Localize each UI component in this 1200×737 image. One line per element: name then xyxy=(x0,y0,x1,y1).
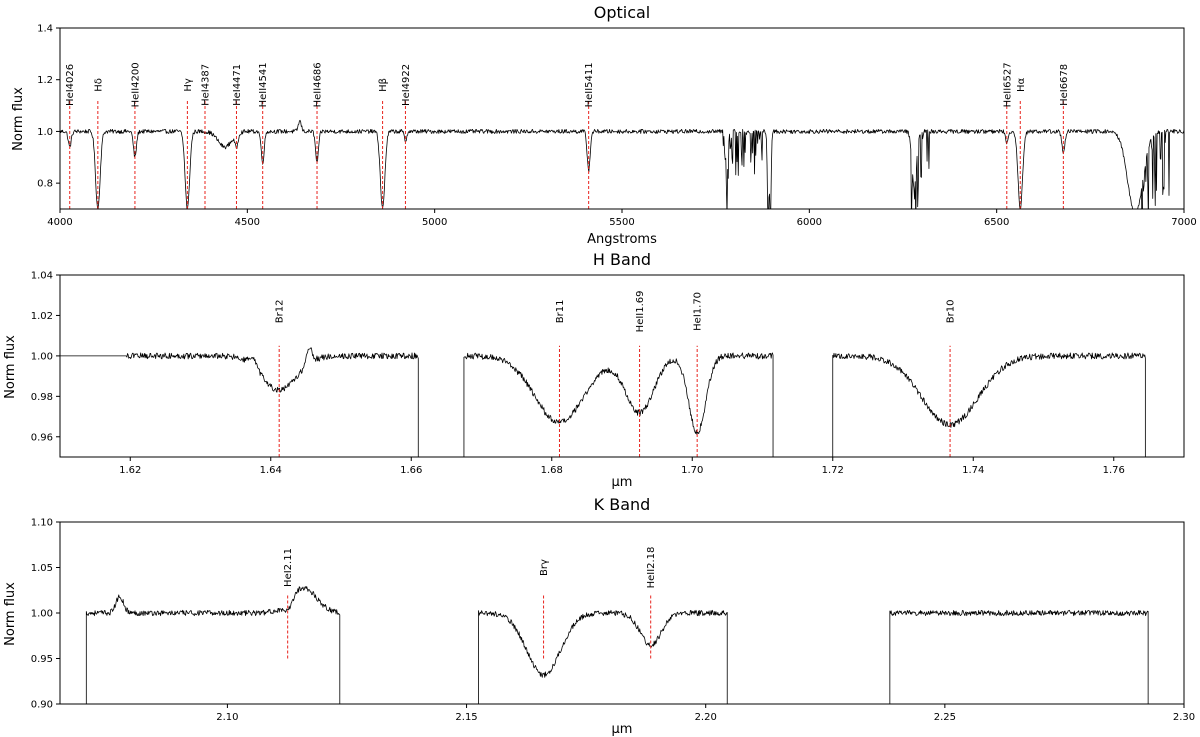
k-band-spectrum-segment-1 xyxy=(85,586,341,704)
h-band-x-tick-label-4: 1.68 xyxy=(541,465,563,476)
h-band-x-tick-label-1: 1.62 xyxy=(119,465,141,476)
optical-reference-label-10: HeI4922 xyxy=(401,64,412,106)
optical-reference-label-4: Hγ xyxy=(183,78,194,92)
k-band-spectrum-segment-3 xyxy=(889,609,1149,704)
k-band-y-tick-label-1: 0.90 xyxy=(31,700,53,711)
optical-reference-label-2: Hδ xyxy=(93,78,104,92)
h-band-panel: H Band Norm flux μm Br12 Br11 HeII1.69 HeI1… xyxy=(3,250,1185,490)
h-band-y-tick-label-2: 0.98 xyxy=(31,392,53,403)
optical-reference-label-6: HeI4471 xyxy=(232,64,243,106)
k-band-y-tick-label-4: 1.05 xyxy=(31,563,53,574)
h-band-x-tick-label-3: 1.66 xyxy=(400,465,422,476)
h-band-reference-label-2: Br11 xyxy=(555,300,566,324)
optical-x-tick-label-1: 4000 xyxy=(47,217,72,228)
optical-reference-label-3: HeII4200 xyxy=(130,62,141,107)
optical-reference-label-14: HeI6678 xyxy=(1059,64,1070,106)
optical-y-axis-label: Norm flux xyxy=(11,87,26,151)
optical-reference-label-8: HeII4686 xyxy=(313,62,324,107)
optical-spectrum-segment-1 xyxy=(60,119,1184,209)
h-band-x-tick-label-7: 1.74 xyxy=(962,465,984,476)
h-band-y-tick-label-5: 1.04 xyxy=(31,271,53,282)
h-band-reference-label-1: Br12 xyxy=(275,300,286,324)
optical-reference-label-7: HeII4541 xyxy=(258,62,269,107)
k-band-y-tick-label-3: 1.00 xyxy=(31,609,53,620)
optical-reference-label-12: HeII6527 xyxy=(1002,62,1013,107)
optical-reference-label-9: Hβ xyxy=(378,78,389,92)
k-band-x-tick-label-4: 2.25 xyxy=(934,712,956,723)
k-band-panel-title: K Band xyxy=(594,495,651,514)
k-band-x-tick-label-1: 2.10 xyxy=(216,712,238,723)
h-band-spectrum-segment-1 xyxy=(60,347,419,457)
k-band-y-tick-label-5: 1.10 xyxy=(31,518,53,529)
k-band-x-tick-label-5: 2.30 xyxy=(1173,712,1195,723)
h-band-y-tick-label-3: 1.00 xyxy=(31,351,53,362)
h-band-y-tick-label-4: 1.02 xyxy=(31,311,53,322)
h-band-reference-label-4: HeI1.70 xyxy=(693,292,704,331)
optical-x-tick-label-6: 6500 xyxy=(984,217,1009,228)
optical-reference-label-11: HeII5411 xyxy=(584,62,595,107)
optical-x-tick-label-7: 7000 xyxy=(1171,217,1196,228)
k-band-y-axis-label: Norm flux xyxy=(3,582,18,646)
optical-x-tick-label-3: 5000 xyxy=(422,217,447,228)
h-band-x-tick-label-5: 1.70 xyxy=(681,465,703,476)
optical-x-axis-label: Angstroms xyxy=(587,232,657,247)
optical-x-tick-label-4: 5500 xyxy=(609,217,634,228)
h-band-spectrum-segment-3 xyxy=(832,352,1146,457)
h-band-x-axis-label: μm xyxy=(612,475,633,490)
optical-y-tick-label-3: 1.2 xyxy=(37,75,53,86)
h-band-y-axis-label: Norm flux xyxy=(3,335,18,399)
k-band-x-axis-label: μm xyxy=(612,722,633,737)
k-band-y-tick-label-2: 0.95 xyxy=(31,654,53,665)
k-band-x-tick-label-3: 2.20 xyxy=(695,712,717,723)
k-band-x-tick-label-2: 2.15 xyxy=(455,712,477,723)
optical-y-tick-label-1: 0.8 xyxy=(37,179,53,190)
optical-y-tick-label-2: 1.0 xyxy=(37,127,53,138)
h-band-reference-label-3: HeII1.69 xyxy=(635,290,646,332)
optical-axes-frame xyxy=(59,27,1185,210)
optical-y-tick-label-4: 1.4 xyxy=(37,24,53,35)
h-band-x-tick-label-6: 1.72 xyxy=(822,465,844,476)
h-band-spectrum-segment-2 xyxy=(463,352,774,457)
optical-reference-label-1: HeI4026 xyxy=(65,64,76,106)
optical-panel-title: Optical xyxy=(594,3,651,22)
h-band-panel-title: H Band xyxy=(593,250,651,269)
optical-x-tick-label-5: 6000 xyxy=(797,217,822,228)
h-band-axes-frame xyxy=(59,274,1185,458)
k-band-reference-label-3: HeII2.18 xyxy=(646,547,657,589)
optical-x-tick-label-2: 4500 xyxy=(235,217,260,228)
optical-reference-label-13: Hα xyxy=(1016,77,1027,92)
h-band-x-tick-label-2: 1.64 xyxy=(260,465,282,476)
optical-panel: Optical Norm flux Angstroms HeI4026 Hδ HeI… xyxy=(11,3,1197,247)
h-band-reference-label-5: Br10 xyxy=(946,300,957,324)
h-band-y-tick-label-1: 0.96 xyxy=(31,432,53,443)
k-band-panel: K Band Norm flux μm HeI2.11 Brγ HeII2.18 2.… xyxy=(3,495,1195,737)
k-band-reference-label-1: HeI2.11 xyxy=(283,548,294,587)
k-band-reference-label-2: Brγ xyxy=(539,559,550,576)
h-band-x-tick-label-8: 1.76 xyxy=(1103,465,1125,476)
optical-reference-label-5: HeI4387 xyxy=(200,64,211,106)
k-band-spectrum-segment-2 xyxy=(478,609,728,704)
